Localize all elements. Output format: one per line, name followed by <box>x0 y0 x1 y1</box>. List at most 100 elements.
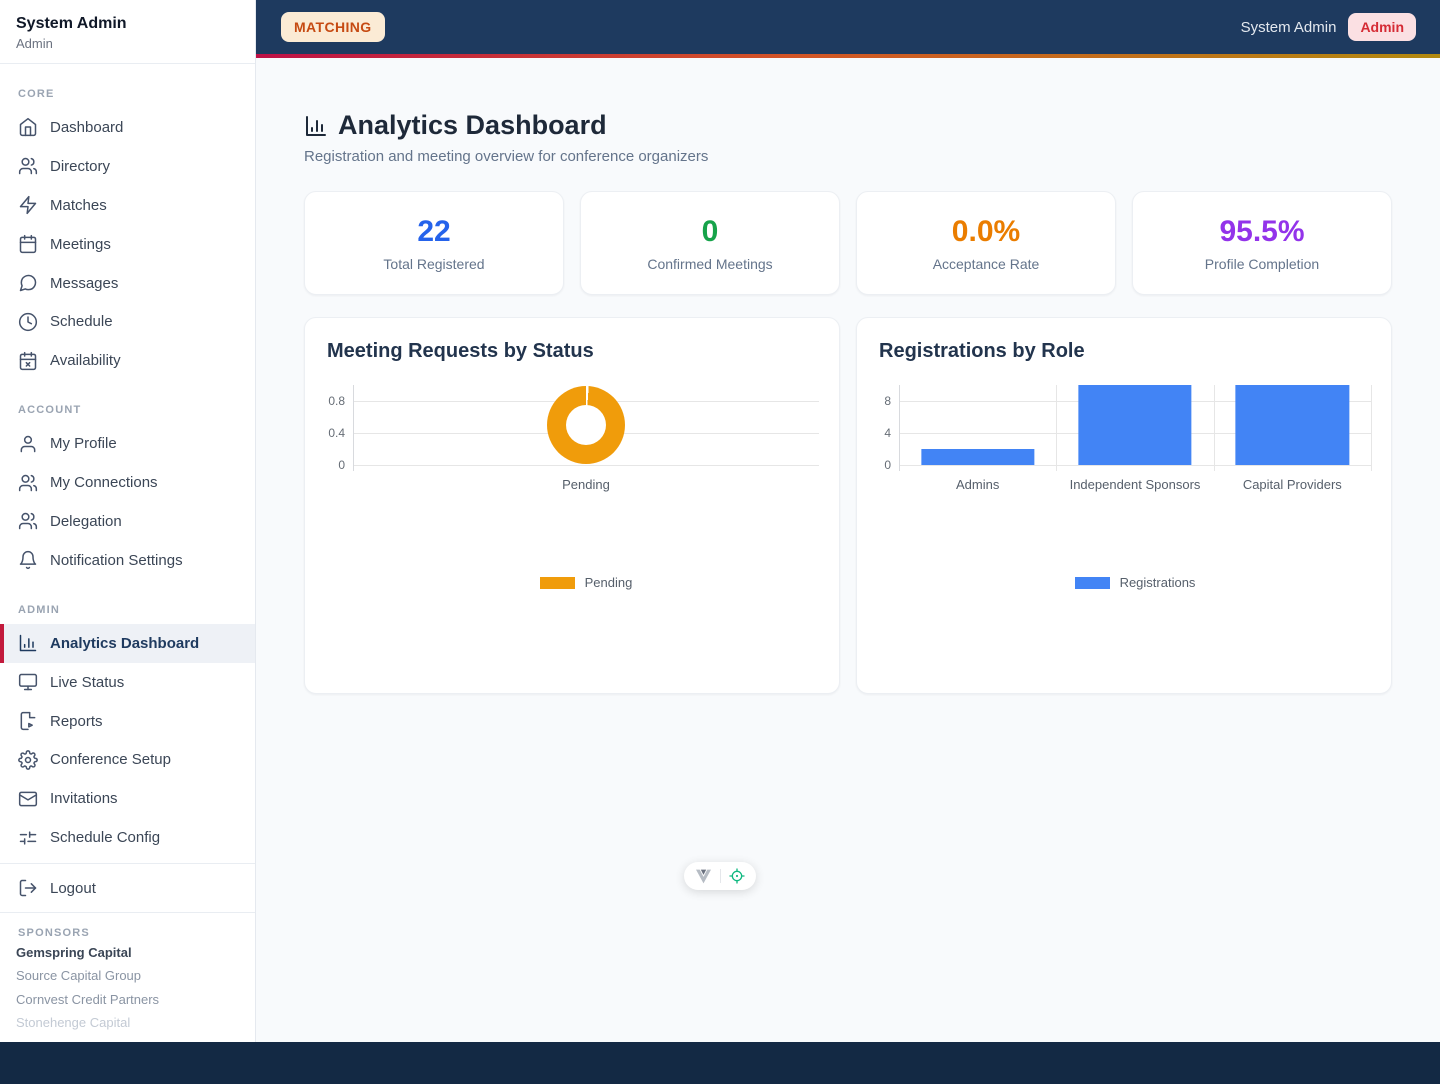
sidebar-item-label: Conference Setup <box>50 751 171 769</box>
user-icon <box>18 434 38 454</box>
stat-label: Confirmed Meetings <box>647 255 773 272</box>
clock-icon <box>18 312 38 332</box>
stat-label: Total Registered <box>383 255 485 272</box>
bar-admins <box>921 449 1035 465</box>
gridline-vertical <box>1371 385 1372 471</box>
page-subtitle: Registration and meeting overview for co… <box>304 148 709 165</box>
y-axis-line <box>353 385 354 471</box>
sidebar-user-block: System Admin Admin <box>0 0 255 64</box>
calendar-icon <box>18 234 38 254</box>
topbar-user-name: System Admin <box>1240 18 1337 36</box>
stat-value: 95.5% <box>1219 214 1305 248</box>
analytics-chart-icon <box>304 114 328 138</box>
sidebar-item-delegation[interactable]: Delegation <box>0 502 255 541</box>
sidebar-item-label: Delegation <box>50 512 122 530</box>
sidebar: System Admin Admin CORE Dashboard Direct… <box>0 0 256 1042</box>
doughnut-hole <box>566 405 606 445</box>
sidebar-item-label: Logout <box>50 879 96 897</box>
sidebar-item-conference-setup[interactable]: Conference Setup <box>0 740 255 779</box>
chart-title: Registrations by Role <box>879 340 1085 362</box>
sidebar-item-label: Live Status <box>50 673 125 691</box>
sidebar-item-my-connections[interactable]: My Connections <box>0 463 255 502</box>
sidebar-item-reports[interactable]: Reports <box>0 702 255 741</box>
gear-icon <box>18 750 38 770</box>
sidebar-item-meetings[interactable]: Meetings <box>0 225 255 264</box>
stat-value: 0 <box>701 214 719 248</box>
zap-icon <box>18 195 38 215</box>
bell-icon <box>18 550 38 570</box>
sidebar-item-directory[interactable]: Directory <box>0 147 255 186</box>
sidebar-item-my-profile[interactable]: My Profile <box>0 424 255 463</box>
sidebar-item-label: Schedule <box>50 313 113 331</box>
sidebar-item-label: Messages <box>50 274 119 292</box>
topbar-accent-gradient <box>256 54 1440 58</box>
y-tick: 0 <box>884 458 891 472</box>
sidebar-item-analytics-dashboard[interactable]: Analytics Dashboard <box>0 623 255 663</box>
footer-bar <box>0 1042 1440 1084</box>
section-label-sponsors: SPONSORS <box>18 927 90 940</box>
x-tick-label: Pending <box>562 477 610 492</box>
sidebar-user-name: System Admin <box>16 15 127 32</box>
gridline <box>353 465 819 466</box>
sidebar-item-label: Meetings <box>50 235 111 253</box>
stat-card-profile-completion: 95.5% Profile Completion <box>1132 191 1392 295</box>
sidebar-item-schedule-config[interactable]: Schedule Config <box>0 818 255 857</box>
doughnut-chart-plot: 0.8 0.4 0 Pending Pending <box>328 385 819 590</box>
users-icon <box>18 473 38 493</box>
sidebar-item-label: Schedule Config <box>50 829 161 847</box>
stat-card-confirmed-meetings: 0 Confirmed Meetings <box>580 191 840 295</box>
legend-swatch <box>1074 576 1110 589</box>
mail-icon <box>18 789 38 809</box>
legend-swatch <box>539 576 575 589</box>
sidebar-item-invitations[interactable]: Invitations <box>0 779 255 818</box>
sidebar-item-schedule[interactable]: Schedule <box>0 302 255 341</box>
sidebar-item-messages[interactable]: Messages <box>0 264 255 303</box>
legend-label: Pending <box>584 575 633 590</box>
registrations-chart-card: Registrations by Role 8 4 0 <box>856 317 1392 694</box>
sidebar-item-label: Dashboard <box>50 118 124 136</box>
sidebar-item-logout[interactable]: Logout <box>0 868 255 908</box>
sponsors-block: SPONSORS Gemspring Capital Source Capita… <box>0 912 255 1042</box>
stat-label: Profile Completion <box>1204 255 1320 272</box>
stat-card-total-registered: 22 Total Registered <box>304 191 564 295</box>
sponsor-name: Gemspring Capital <box>16 945 132 961</box>
main-content: Analytics Dashboard Registration and mee… <box>256 58 1440 1042</box>
stat-value: 0.0% <box>951 214 1021 248</box>
monitor-icon <box>18 672 38 692</box>
bar-independent-sponsors <box>1078 385 1192 465</box>
users-icon <box>18 156 38 176</box>
stat-label: Acceptance Rate <box>932 255 1040 272</box>
page-title: Analytics Dashboard <box>338 110 607 140</box>
target-icon[interactable] <box>729 868 745 884</box>
sidebar-item-matches[interactable]: Matches <box>0 186 255 225</box>
y-tick: 0.8 <box>328 394 345 408</box>
sidebar-item-label: My Connections <box>50 474 158 492</box>
home-icon <box>18 117 38 137</box>
sidebar-item-label: Reports <box>50 712 103 730</box>
users-icon <box>18 511 38 531</box>
y-tick: 8 <box>884 394 891 408</box>
sidebar-item-dashboard[interactable]: Dashboard <box>0 108 255 147</box>
sidebar-item-label: Matches <box>50 196 107 214</box>
y-axis-line <box>899 385 900 471</box>
y-tick: 0 <box>338 458 345 472</box>
sidebar-item-notification-settings[interactable]: Notification Settings <box>0 541 255 580</box>
sponsor-name: Cornvest Credit Partners <box>16 991 160 1007</box>
sliders-icon <box>18 828 38 848</box>
matching-mode-badge: MATCHING <box>281 12 385 42</box>
devtools-v-icon[interactable] <box>695 869 712 884</box>
file-export-icon <box>18 711 38 731</box>
section-label-core: CORE <box>18 88 55 100</box>
x-tick-label: Capital Providers <box>1242 477 1342 492</box>
sidebar-item-live-status[interactable]: Live Status <box>0 663 255 702</box>
sidebar-user-role: Admin <box>16 36 53 51</box>
sidebar-item-availability[interactable]: Availability <box>0 341 255 380</box>
sidebar-item-label: Invitations <box>50 790 118 808</box>
charts-grid: Meeting Requests by Status 0.8 0.4 0 <box>304 317 1392 694</box>
stat-card-acceptance-rate: 0.0% Acceptance Rate <box>856 191 1116 295</box>
sponsor-name: Source Capital Group <box>16 968 142 984</box>
devtools-pill <box>684 862 756 890</box>
admin-role-badge: Admin <box>1348 13 1416 41</box>
meeting-requests-chart-card: Meeting Requests by Status 0.8 0.4 0 <box>304 317 840 694</box>
